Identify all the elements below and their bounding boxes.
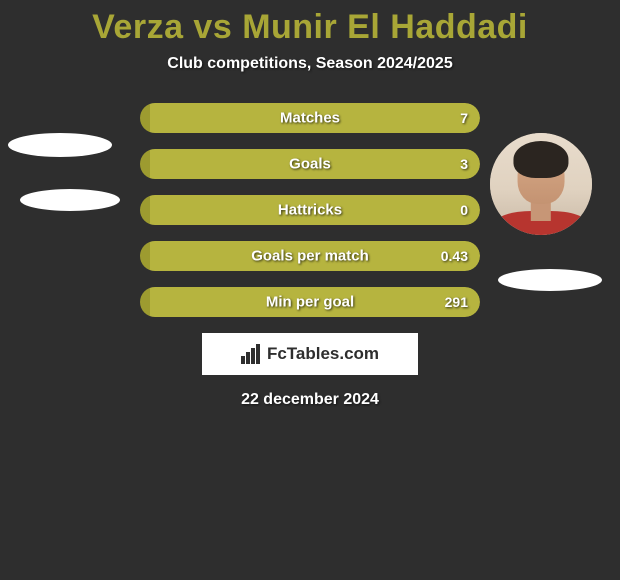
player-photo-right bbox=[490, 133, 592, 235]
stat-bar-value-right: 291 bbox=[445, 294, 468, 310]
stat-bar-left-fill bbox=[140, 195, 150, 225]
stat-bar-left-fill bbox=[140, 287, 150, 317]
decor-ellipse-left-top bbox=[8, 133, 112, 157]
page-title: Verza vs Munir El Haddadi bbox=[0, 0, 620, 47]
stat-bar-value-right: 0.43 bbox=[441, 248, 468, 264]
stat-bar-row: Hattricks 0 bbox=[140, 195, 480, 225]
player-photo-inner bbox=[490, 133, 592, 235]
stat-bar-row: Goals per match 0.43 bbox=[140, 241, 480, 271]
source-logo: FcTables.com bbox=[202, 333, 418, 375]
stat-bar-label: Hattricks bbox=[278, 202, 342, 219]
decor-ellipse-right-bot bbox=[498, 269, 602, 291]
stat-bar-value-right: 3 bbox=[460, 156, 468, 172]
content-area: Matches 7 Goals 3 Hattricks 0 Goals per match 0… bbox=[0, 103, 620, 409]
stat-bar-label: Goals bbox=[289, 156, 331, 173]
source-logo-text: FcTables.com bbox=[267, 344, 379, 364]
stat-bar-label: Goals per match bbox=[251, 248, 369, 265]
player-photo-hair bbox=[513, 141, 568, 178]
stat-bar-row: Goals 3 bbox=[140, 149, 480, 179]
subtitle: Club competitions, Season 2024/2025 bbox=[0, 55, 620, 73]
stat-bar-left-fill bbox=[140, 103, 150, 133]
stat-bar-value-right: 0 bbox=[460, 202, 468, 218]
bar-chart-icon bbox=[241, 344, 263, 364]
stat-bar-value-right: 7 bbox=[460, 110, 468, 126]
stat-bar-left-fill bbox=[140, 149, 150, 179]
stat-bar-left-fill bbox=[140, 241, 150, 271]
stat-bar-label: Min per goal bbox=[266, 294, 354, 311]
stat-bars: Matches 7 Goals 3 Hattricks 0 Goals per match 0… bbox=[140, 103, 480, 317]
date-line: 22 december 2024 bbox=[0, 391, 620, 409]
stat-bar-label: Matches bbox=[280, 110, 340, 127]
title-text: Verza vs Munir El Haddadi bbox=[92, 8, 528, 46]
decor-ellipse-left-mid bbox=[20, 189, 120, 211]
stat-bar-row: Matches 7 bbox=[140, 103, 480, 133]
stat-bar-row: Min per goal 291 bbox=[140, 287, 480, 317]
